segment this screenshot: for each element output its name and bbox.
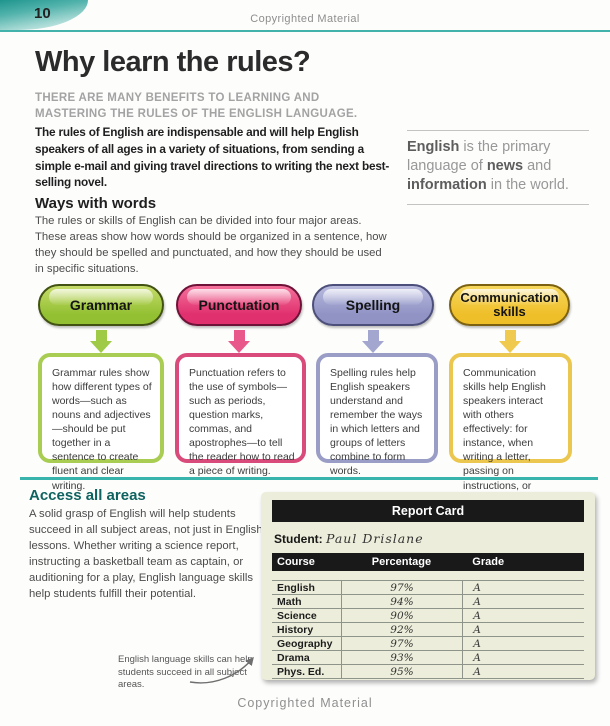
pull-quote-text: in the world. bbox=[486, 176, 569, 193]
course-cell: Drama bbox=[277, 651, 310, 664]
access-all-areas-paragraph: A solid grasp of English will help stude… bbox=[29, 508, 263, 601]
page-number: 10 bbox=[34, 5, 51, 22]
table-row: Geography 97% A bbox=[272, 636, 584, 650]
table-header-row: Course Percentage Grade bbox=[272, 553, 584, 571]
description-box-grammar: Grammar rules show how different types o… bbox=[38, 353, 164, 492]
course-cell: Math bbox=[277, 595, 302, 608]
pill-label: Spelling bbox=[345, 296, 401, 313]
table-row: English 97% A bbox=[272, 580, 584, 594]
course-cell: Phys. Ed. bbox=[277, 665, 325, 678]
report-card-table: Course Percentage Grade English 97% A Ma… bbox=[272, 553, 584, 679]
grade-cell: A bbox=[473, 665, 481, 678]
top-divider bbox=[0, 30, 610, 32]
category-pill-spelling: Spelling bbox=[312, 284, 434, 326]
pull-quote-bold: English bbox=[407, 139, 460, 155]
column-header-percentage: Percentage bbox=[371, 556, 432, 568]
table-row: Math 94% A bbox=[272, 594, 584, 608]
table-row: Science 90% A bbox=[272, 608, 584, 622]
down-arrow-icon bbox=[362, 330, 384, 353]
description-box-punctuation: Punctuation refers to the use of symbols… bbox=[175, 353, 306, 477]
report-card-title: Report Card bbox=[272, 500, 584, 522]
column-header-course: Course bbox=[277, 556, 315, 568]
pull-quote: English is the primary language of news … bbox=[407, 130, 589, 205]
table-row: Phys. Ed. 95% A bbox=[272, 664, 584, 679]
category-pill-punctuation: Punctuation bbox=[176, 284, 302, 326]
page-title: Why learn the rules? bbox=[35, 46, 311, 78]
down-arrow-icon bbox=[228, 330, 250, 353]
pill-label: Grammar bbox=[69, 296, 133, 313]
grade-cell: A bbox=[473, 595, 481, 608]
grade-cell: A bbox=[473, 623, 481, 636]
column-header-grade: Grade bbox=[472, 556, 505, 568]
percentage-cell: 94% bbox=[390, 595, 414, 608]
down-arrow-icon bbox=[499, 330, 521, 353]
annotation-arrow-icon bbox=[189, 656, 254, 684]
grade-cell: A bbox=[473, 581, 481, 594]
percentage-cell: 95% bbox=[390, 665, 414, 678]
pull-quote-bold: news bbox=[486, 157, 524, 174]
description-box-communication-skills: Communication skills help English speake… bbox=[449, 353, 572, 506]
student-line: Student: Paul Drislane bbox=[274, 531, 584, 546]
annotation-callout: English language skills can help student… bbox=[118, 654, 253, 691]
section-heading-access-all-areas: Access all areas bbox=[29, 487, 146, 504]
down-arrow-icon bbox=[90, 330, 112, 353]
pill-label: Punctuation bbox=[198, 296, 280, 313]
pill-label: Communication skills bbox=[460, 290, 559, 319]
course-cell: Geography bbox=[277, 637, 333, 650]
section-divider bbox=[20, 477, 598, 480]
table-row: History 92% A bbox=[272, 622, 584, 636]
page-subtitle: THERE ARE MANY BENEFITS TO LEARNING AND … bbox=[35, 92, 358, 120]
percentage-cell: 92% bbox=[390, 623, 414, 636]
copyright-notice-top: Copyrighted Material bbox=[250, 13, 360, 25]
section-heading-ways-with-words: Ways with words bbox=[35, 195, 157, 212]
pull-quote-text: and bbox=[523, 157, 552, 174]
grade-cell: A bbox=[473, 609, 481, 622]
course-cell: English bbox=[277, 581, 315, 594]
percentage-cell: 90% bbox=[390, 609, 414, 622]
pull-quote-text: is the primary language of bbox=[407, 139, 551, 174]
percentage-cell: 97% bbox=[390, 637, 414, 650]
report-card: Report Card Student: Paul Drislane Cours… bbox=[261, 492, 595, 680]
category-pill-communication-skills: Communication skills bbox=[449, 284, 570, 326]
student-label: Student: bbox=[274, 532, 323, 546]
category-pill-grammar: Grammar bbox=[38, 284, 164, 326]
intro-paragraph: The rules of English are indispensable a… bbox=[35, 125, 390, 190]
percentage-cell: 97% bbox=[390, 581, 414, 594]
table-row: Drama 93% A bbox=[272, 650, 584, 664]
copyright-notice-bottom: Copyrighted Material bbox=[237, 696, 373, 710]
description-box-spelling: Spelling rules help English speakers und… bbox=[316, 353, 438, 477]
course-cell: Science bbox=[277, 609, 317, 622]
grade-cell: A bbox=[473, 651, 481, 664]
course-cell: History bbox=[277, 623, 314, 636]
percentage-cell: 93% bbox=[390, 651, 414, 664]
ways-with-words-paragraph: The rules or skills of English can be di… bbox=[35, 215, 387, 276]
pull-quote-bold: information bbox=[407, 176, 487, 193]
grade-cell: A bbox=[473, 637, 481, 650]
student-name: Paul Drislane bbox=[326, 531, 424, 546]
